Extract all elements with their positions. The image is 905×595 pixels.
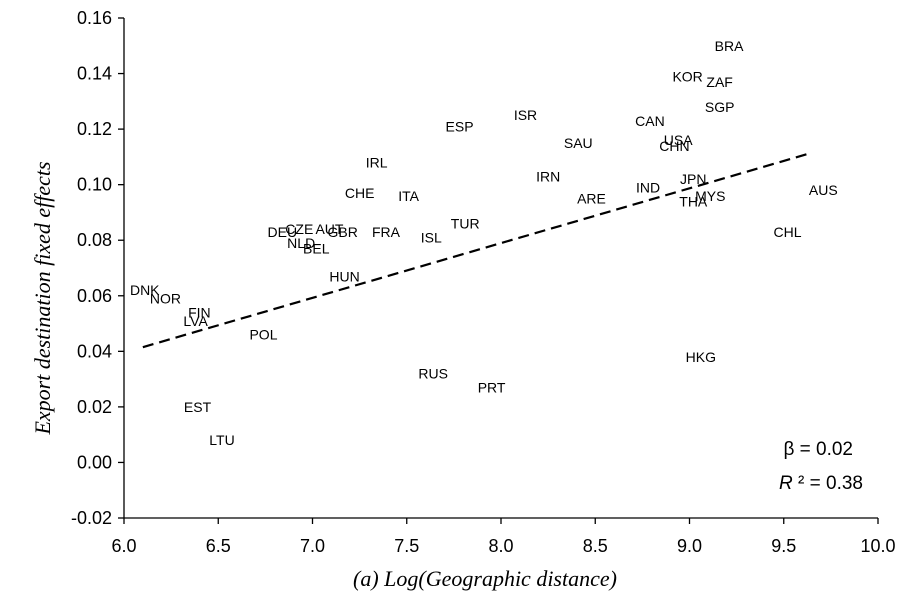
point-isr: ISR: [514, 107, 537, 123]
trendline: [142, 151, 813, 349]
point-nor: NOR: [150, 291, 181, 307]
point-tur: TUR: [451, 216, 480, 232]
point-tha: THA: [679, 193, 708, 209]
point-usa: USA: [664, 132, 693, 148]
point-chn: CHN: [659, 138, 689, 154]
point-gbr: GBR: [327, 224, 357, 240]
point-hkg: HKG: [686, 349, 716, 365]
x-tick-label: 7.5: [394, 536, 419, 556]
point-fra: FRA: [372, 224, 401, 240]
point-dnk: DNK: [130, 282, 160, 298]
point-prt: PRT: [478, 379, 506, 395]
point-aut: AUT: [315, 221, 343, 237]
point-ita: ITA: [398, 188, 419, 204]
point-jpn: JPN: [680, 171, 706, 187]
y-tick-label: 0.04: [77, 341, 112, 361]
point-sgp: SGP: [705, 99, 735, 115]
point-bel: BEL: [303, 241, 330, 257]
y-tick-label: 0.08: [77, 230, 112, 250]
x-tick-label: 9.0: [677, 536, 702, 556]
point-kor: KOR: [672, 68, 702, 84]
point-bra: BRA: [715, 38, 744, 54]
point-esp: ESP: [446, 118, 474, 134]
x-tick-label: 7.0: [300, 536, 325, 556]
r-squared-value: ² = 0.38: [793, 473, 863, 494]
x-axis-title: (a) Log(Geographic distance): [353, 566, 617, 591]
point-mys: MYS: [695, 188, 725, 204]
point-chl: CHL: [774, 224, 802, 240]
point-deu: DEU: [268, 224, 298, 240]
x-axis-ticks: 6.0 6.5 7.0 7.5 8.0 8.5 9.0 9.5 10.0: [111, 518, 896, 556]
x-tick-label: 6.5: [206, 536, 231, 556]
y-axis-title: Export destination fixed effects: [30, 161, 55, 435]
point-rus: RUS: [418, 366, 448, 382]
x-tick-label: 9.5: [771, 536, 796, 556]
beta-annotation: β = 0.02: [783, 439, 853, 460]
x-tick-label: 6.0: [111, 536, 136, 556]
point-pol: POL: [249, 327, 277, 343]
y-tick-label: -0.02: [71, 508, 112, 528]
y-tick-label: 0.16: [77, 8, 112, 28]
y-tick-label: 0.06: [77, 286, 112, 306]
point-sau: SAU: [564, 135, 593, 151]
point-cze: CZE: [285, 221, 313, 237]
point-fin: FIN: [188, 304, 211, 320]
point-are: ARE: [577, 191, 606, 207]
point-irn: IRN: [536, 168, 560, 184]
point-isl: ISL: [421, 229, 442, 245]
point-est: EST: [184, 399, 212, 415]
point-hun: HUN: [329, 268, 359, 284]
y-tick-label: 0.00: [77, 452, 112, 472]
point-nld: NLD: [287, 235, 315, 251]
point-ltu: LTU: [209, 432, 234, 448]
y-tick-label: 0.14: [77, 64, 112, 84]
y-tick-label: 0.02: [77, 397, 112, 417]
point-can: CAN: [635, 113, 665, 129]
x-tick-label: 10.0: [860, 536, 895, 556]
point-aus: AUS: [809, 182, 838, 198]
point-zaf: ZAF: [706, 74, 732, 90]
x-tick-label: 8.5: [583, 536, 608, 556]
point-lva: LVA: [183, 313, 208, 329]
r-squared-annotation: R ² = 0.38: [779, 473, 863, 494]
r-squared-symbol: R: [779, 473, 793, 494]
y-tick-label: 0.10: [77, 175, 112, 195]
point-che: CHE: [345, 185, 375, 201]
point-ind: IND: [636, 179, 660, 195]
x-tick-label: 8.0: [488, 536, 513, 556]
y-tick-label: 0.12: [77, 119, 112, 139]
y-axis-ticks: -0.02 0.00 0.02 0.04 0.06 0.08 0.10 0.12 0.14 0.1…: [71, 8, 124, 528]
point-irl: IRL: [366, 154, 388, 170]
